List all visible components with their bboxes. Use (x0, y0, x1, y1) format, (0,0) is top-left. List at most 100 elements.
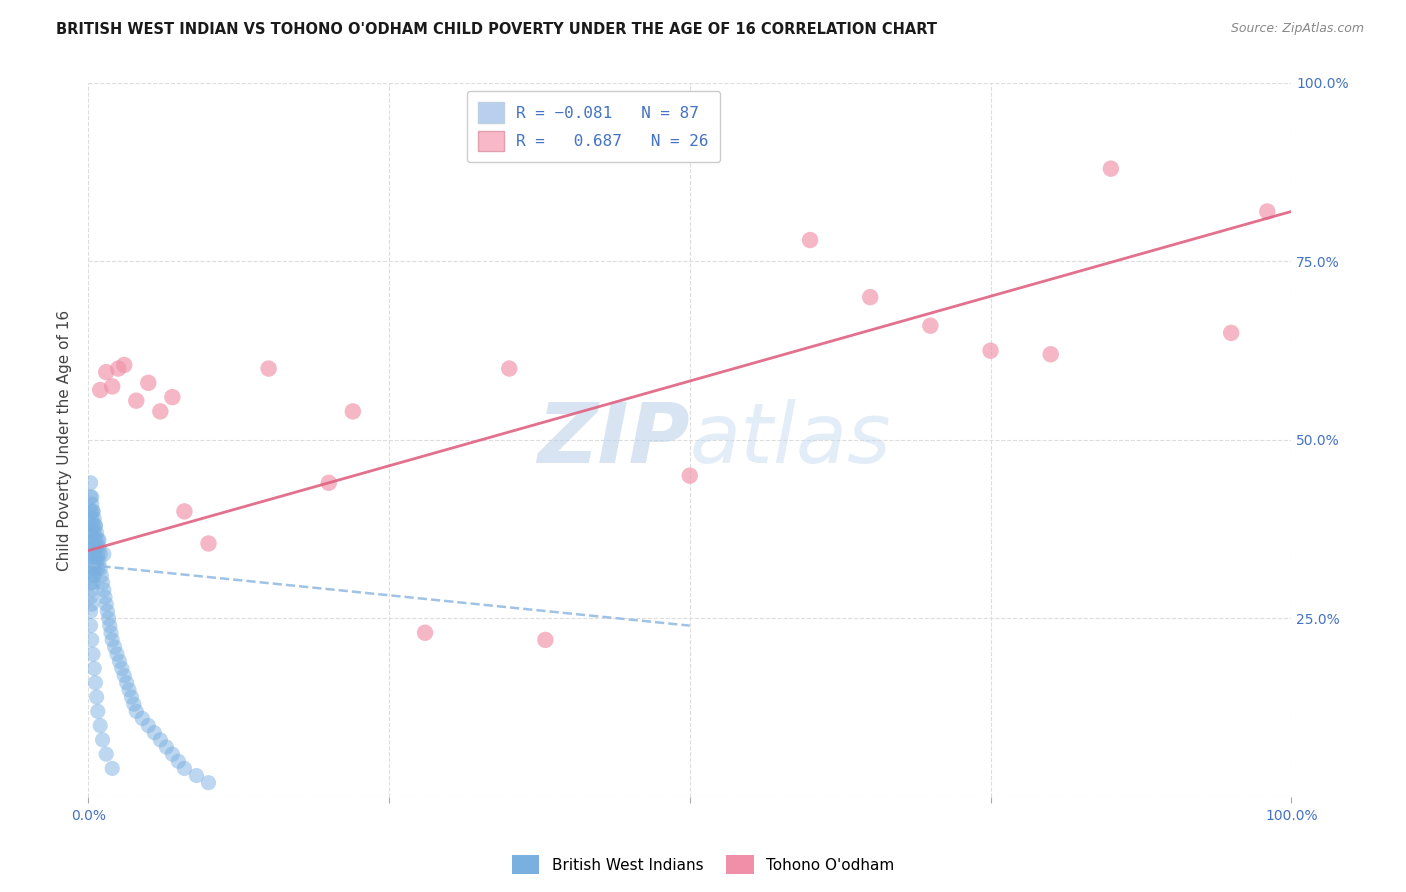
Point (155, 739, 177, 754)
Point (197, 536, 219, 550)
Point (143, 725, 166, 739)
Legend: British West Indians, Tohono O'odham: British West Indians, Tohono O'odham (506, 849, 900, 880)
Point (136, 376, 159, 390)
Point (79, 590, 101, 604)
Point (96, 604, 118, 618)
Point (186, 768, 208, 782)
Point (167, 754, 190, 768)
Point (105, 647, 128, 661)
Point (79, 618, 101, 632)
Point (94, 590, 117, 604)
Point (80, 554, 103, 568)
Point (101, 379, 124, 393)
Point (91, 575, 114, 590)
Point (80, 511, 103, 525)
Point (87, 533, 110, 547)
Point (83, 661, 105, 675)
Point (79, 518, 101, 533)
Point (100, 625, 122, 640)
Point (84, 675, 107, 690)
Point (84, 533, 107, 547)
Point (318, 475, 340, 490)
Point (93, 547, 115, 561)
Point (79, 547, 101, 561)
Point (83, 540, 105, 554)
Point (980, 343, 1002, 358)
Point (93, 582, 115, 597)
Point (125, 393, 148, 408)
Text: Source: ZipAtlas.com: Source: ZipAtlas.com (1230, 22, 1364, 36)
Point (107, 361, 129, 376)
Point (859, 290, 882, 304)
Point (112, 358, 135, 372)
Point (679, 468, 702, 483)
Point (149, 732, 172, 747)
Point (1220, 326, 1243, 340)
Point (149, 404, 172, 418)
Point (87, 547, 110, 561)
Point (86, 554, 108, 568)
Point (80, 540, 103, 554)
Point (80, 525, 103, 540)
Point (89, 547, 111, 561)
Point (89, 383, 111, 397)
Point (83, 554, 105, 568)
Point (80, 490, 103, 504)
Point (101, 761, 124, 775)
Point (87, 704, 110, 718)
Point (121, 690, 143, 704)
Point (89, 718, 111, 732)
Point (90, 568, 112, 582)
Point (342, 404, 364, 418)
Point (89, 561, 111, 575)
Point (136, 718, 159, 732)
Point (79, 561, 101, 575)
Point (87, 561, 110, 575)
Point (112, 668, 135, 682)
Point (82, 575, 104, 590)
Point (83, 511, 105, 525)
Point (104, 640, 127, 654)
Point (86, 540, 108, 554)
Legend: R = −0.081   N = 87, R =   0.687   N = 26: R = −0.081 N = 87, R = 0.687 N = 26 (467, 91, 720, 162)
Point (101, 632, 124, 647)
Point (162, 747, 184, 761)
Point (80, 568, 103, 582)
Point (122, 697, 145, 711)
Text: atlas: atlas (690, 400, 891, 481)
Y-axis label: Child Poverty Under the Age of 16: Child Poverty Under the Age of 16 (58, 310, 72, 571)
Point (79, 575, 101, 590)
Point (87, 533, 110, 547)
Point (79, 504, 101, 518)
Point (98, 618, 121, 632)
Point (1256, 204, 1278, 219)
Point (131, 711, 153, 725)
Point (1099, 161, 1122, 176)
Point (97, 611, 120, 625)
Point (84, 518, 107, 533)
Text: ZIP: ZIP (537, 400, 690, 481)
Point (82, 547, 104, 561)
Point (173, 504, 195, 518)
Point (125, 704, 148, 718)
Point (118, 682, 141, 697)
Point (413, 625, 436, 640)
Point (115, 675, 138, 690)
Point (87, 540, 110, 554)
Point (82, 647, 104, 661)
Point (111, 661, 134, 675)
Point (534, 632, 557, 647)
Point (83, 568, 105, 582)
Point (84, 547, 107, 561)
Point (80, 597, 103, 611)
Point (84, 518, 107, 533)
Point (498, 361, 520, 376)
Text: BRITISH WEST INDIAN VS TOHONO O'ODHAM CHILD POVERTY UNDER THE AGE OF 16 CORRELAT: BRITISH WEST INDIAN VS TOHONO O'ODHAM CH… (56, 22, 938, 37)
Point (79, 490, 101, 504)
Point (80, 632, 103, 647)
Point (96, 597, 118, 611)
Point (162, 390, 184, 404)
Point (86, 690, 108, 704)
Point (80, 497, 103, 511)
Point (96, 365, 118, 379)
